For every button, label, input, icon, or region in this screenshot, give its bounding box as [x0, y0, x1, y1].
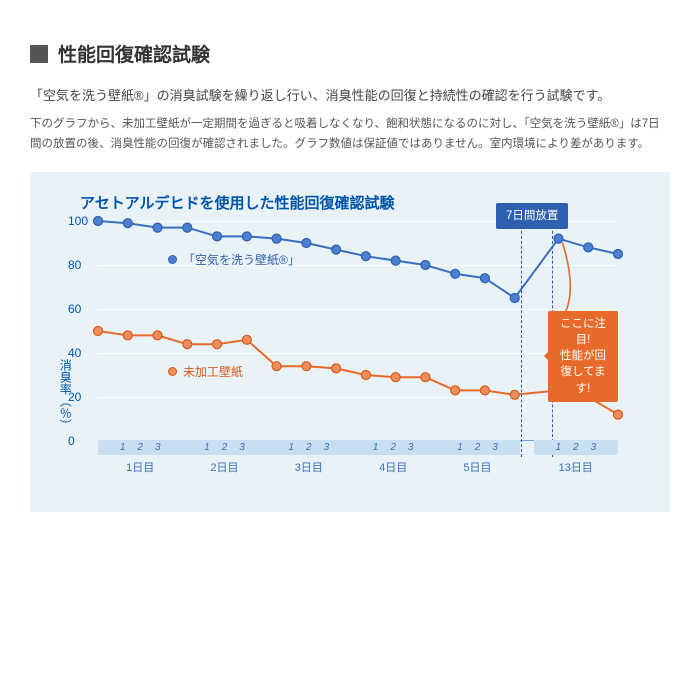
- y-tick: 40: [68, 346, 81, 360]
- x-sub-tick: 3: [239, 442, 245, 453]
- x-day-label: 2日目: [210, 459, 238, 475]
- x-day-label: 13日目: [559, 459, 593, 475]
- annotation-blue: 7日間放置: [496, 203, 568, 229]
- legend-orange: 未加工壁紙: [168, 363, 243, 380]
- x-sub-tick: 2: [573, 442, 579, 453]
- heading-marker: [30, 45, 48, 63]
- x-sub-tick: 1: [204, 442, 210, 453]
- chart-container: アセトアルデヒドを使用した性能回復確認試験 消臭率（％） 02040608010…: [30, 172, 670, 512]
- y-tick: 100: [68, 214, 88, 228]
- x-segment: 12 34日目: [351, 440, 435, 475]
- x-sub-tick: 1: [288, 442, 294, 453]
- annotation-orange: ここに注目! 性能が回復してます!: [548, 311, 618, 401]
- x-sub-tick: 3: [492, 442, 498, 453]
- x-sub-tick: 1: [457, 442, 463, 453]
- x-sub-tick: 3: [408, 442, 414, 453]
- x-day-label: 1日目: [126, 459, 154, 475]
- y-tick: 80: [68, 258, 81, 272]
- x-segment: 1 2 33日目: [267, 440, 351, 475]
- y-tick: 0: [68, 434, 75, 448]
- x-sub-tick: 1: [373, 442, 379, 453]
- x-sub-tick: 1: [555, 442, 561, 453]
- x-subrow: 12 3: [351, 440, 435, 455]
- x-day-label: 4日目: [379, 459, 407, 475]
- x-sub-tick: 2: [306, 442, 312, 453]
- section-heading: 性能回復確認試験: [58, 40, 210, 67]
- x-subrow: 1 23: [435, 440, 519, 455]
- x-sub-tick: 3: [324, 442, 330, 453]
- annotation-orange-line1: ここに注目!: [560, 318, 606, 346]
- y-tick: 60: [68, 302, 81, 316]
- x-axis: 1231日目1232日目1233日目1234日目1235日目12313日目: [98, 440, 618, 475]
- x-subrow: 12 3: [98, 440, 182, 455]
- x-sub-tick: 2: [222, 442, 228, 453]
- x-sub-tick: 2: [137, 442, 143, 453]
- x-segment: 1 2 3 13日目: [534, 440, 618, 475]
- legend-dot-blue: [168, 255, 177, 264]
- annotation-orange-line2: 性能が回復してます!: [560, 350, 606, 394]
- x-sub-tick: 2: [475, 442, 481, 453]
- x-segment: 1 235日目: [435, 440, 519, 475]
- x-day-label: 3日目: [295, 459, 323, 475]
- x-day-label: 5日目: [463, 459, 491, 475]
- annotation-blue-text: 7日間放置: [506, 210, 558, 222]
- y-tick: 20: [68, 390, 81, 404]
- legend-orange-label: 未加工壁紙: [183, 363, 243, 380]
- dash-line: [521, 221, 522, 457]
- legend-blue-label: 「空気を洗う壁紙®」: [183, 251, 300, 268]
- x-subrow: 1 23: [182, 440, 266, 455]
- legend-dot-orange: [168, 367, 177, 376]
- x-sub-tick: 2: [390, 442, 396, 453]
- x-subrow: 1 2 3: [267, 440, 351, 455]
- x-subrow: 1 2 3: [534, 440, 618, 455]
- x-sub-tick: 3: [155, 442, 161, 453]
- sub-text: 下のグラフから、未加工壁紙が一定期間を過ぎると吸着しなくなり、飽和状態になるのに…: [30, 115, 670, 154]
- x-sub-tick: 1: [120, 442, 126, 453]
- chart-plot: 消臭率（％） 020406080100 「空気を洗う壁紙®」 未加工壁紙 7日間…: [98, 221, 618, 441]
- legend-blue: 「空気を洗う壁紙®」: [168, 251, 300, 268]
- x-sub-tick: 3: [591, 442, 597, 453]
- intro-text: 「空気を洗う壁紙®」の消臭試験を繰り返し行い、消臭性能の回復と持続性の確認を行う…: [30, 85, 670, 107]
- x-segment: 1 232日目: [182, 440, 266, 475]
- x-segment: 12 31日目: [98, 440, 182, 475]
